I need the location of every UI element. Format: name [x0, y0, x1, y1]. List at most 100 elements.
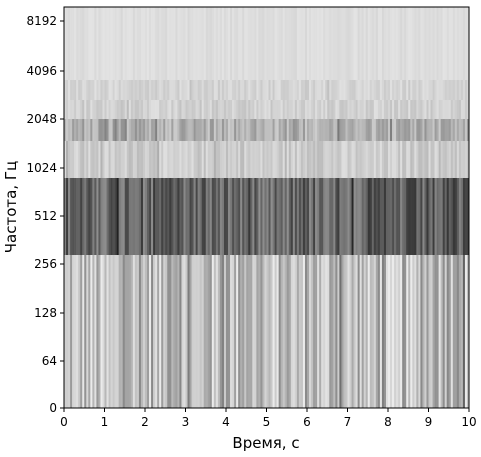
heatmap-cell — [264, 255, 267, 408]
heatmap-cell — [179, 255, 182, 408]
heatmap-cell — [363, 119, 367, 141]
heatmap-cell — [230, 178, 233, 255]
heatmap-cell — [319, 178, 322, 255]
heatmap-cell — [205, 178, 209, 255]
heatmap-cell — [76, 255, 79, 408]
heatmap-cell — [250, 7, 253, 80]
heatmap-cell — [175, 119, 178, 141]
heatmap-cell — [270, 119, 273, 141]
heatmap-cell — [394, 255, 397, 408]
heatmap-cell — [385, 7, 389, 80]
plot-area — [64, 7, 470, 408]
heatmap-cell — [167, 100, 170, 119]
heatmap-cell — [128, 119, 132, 141]
heatmap-cell — [388, 141, 391, 178]
heatmap-cell — [307, 80, 310, 100]
heatmap-cell — [68, 7, 71, 80]
heatmap-cell — [142, 119, 146, 141]
heatmap-cell — [343, 178, 346, 255]
heatmap-cell — [436, 178, 439, 255]
heatmap-cell — [307, 100, 310, 119]
heatmap-cell — [219, 255, 223, 408]
heatmap-cell — [106, 80, 109, 100]
heatmap-cell — [377, 119, 381, 141]
heatmap-cell — [149, 80, 152, 100]
heatmap-cell — [363, 100, 367, 119]
heatmap-cell — [124, 119, 128, 141]
heatmap-cell — [284, 100, 288, 119]
heatmap-cell — [444, 119, 448, 141]
heatmap-cell — [132, 255, 136, 408]
heatmap-cell — [155, 100, 158, 119]
heatmap-cell — [238, 255, 241, 408]
heatmap-cell — [438, 80, 441, 100]
heatmap-cell — [296, 255, 300, 408]
heatmap-cell — [169, 178, 172, 255]
heatmap-cell — [171, 141, 174, 178]
heatmap-cell — [355, 119, 358, 141]
heatmap-cell — [272, 7, 275, 80]
heatmap-cell — [114, 141, 117, 178]
heatmap-cell — [272, 178, 275, 255]
heatmap-cell — [373, 119, 377, 141]
heatmap-cell — [323, 255, 326, 408]
heatmap-cell — [248, 178, 251, 255]
heatmap-cell — [221, 80, 225, 100]
heatmap-cell — [70, 119, 73, 141]
heatmap-cell — [373, 80, 377, 100]
heatmap-cell — [122, 178, 126, 255]
heatmap-cell — [223, 178, 227, 255]
heatmap-cell — [177, 178, 180, 255]
heatmap-cell — [128, 80, 132, 100]
heatmap-cell — [262, 119, 265, 141]
heatmap-cell — [315, 178, 318, 255]
heatmap-cell — [66, 255, 69, 408]
heatmap-cell — [104, 255, 107, 408]
heatmap-cell — [282, 119, 286, 141]
heatmap-cell — [286, 119, 290, 141]
heatmap-cell — [72, 119, 75, 141]
heatmap-cell — [385, 255, 389, 408]
heatmap-cell — [223, 255, 227, 408]
heatmap-cell — [126, 7, 130, 80]
heatmap-cell — [400, 141, 403, 178]
heatmap-cell — [373, 255, 377, 408]
heatmap-cell — [185, 255, 188, 408]
heatmap-cell — [193, 80, 196, 100]
heatmap-cell — [185, 141, 188, 178]
heatmap-cell — [234, 119, 237, 141]
heatmap-cell — [159, 178, 162, 255]
heatmap-cell — [167, 141, 170, 178]
heatmap-cell — [309, 178, 312, 255]
heatmap-cell — [327, 80, 330, 100]
heatmap-cell — [181, 178, 184, 255]
heatmap-cell — [258, 100, 261, 119]
heatmap-cell — [122, 255, 126, 408]
heatmap-cell — [272, 80, 275, 100]
heatmap-cell — [254, 119, 257, 141]
heatmap-cell — [424, 178, 427, 255]
heatmap-cell — [270, 100, 273, 119]
heatmap-cell — [189, 255, 192, 408]
heatmap-cell — [359, 255, 362, 408]
x-tick-label: 9 — [425, 415, 433, 429]
heatmap-cell — [430, 255, 433, 408]
heatmap-cell — [122, 100, 126, 119]
heatmap-cell — [268, 100, 271, 119]
heatmap-cell — [276, 119, 279, 141]
heatmap-cell — [268, 7, 271, 80]
heatmap-cell — [217, 119, 221, 141]
heatmap-cell — [398, 80, 401, 100]
heatmap-cell — [80, 178, 83, 255]
heatmap-cell — [258, 7, 261, 80]
heatmap-cell — [373, 178, 377, 255]
heatmap-cell — [262, 141, 265, 178]
heatmap-cell — [244, 100, 247, 119]
heatmap-cell — [371, 7, 375, 80]
heatmap-cell — [90, 178, 93, 255]
heatmap-cell — [246, 255, 249, 408]
x-tick-label: 8 — [384, 415, 392, 429]
heatmap-cell — [264, 100, 267, 119]
heatmap-cell — [404, 178, 407, 255]
